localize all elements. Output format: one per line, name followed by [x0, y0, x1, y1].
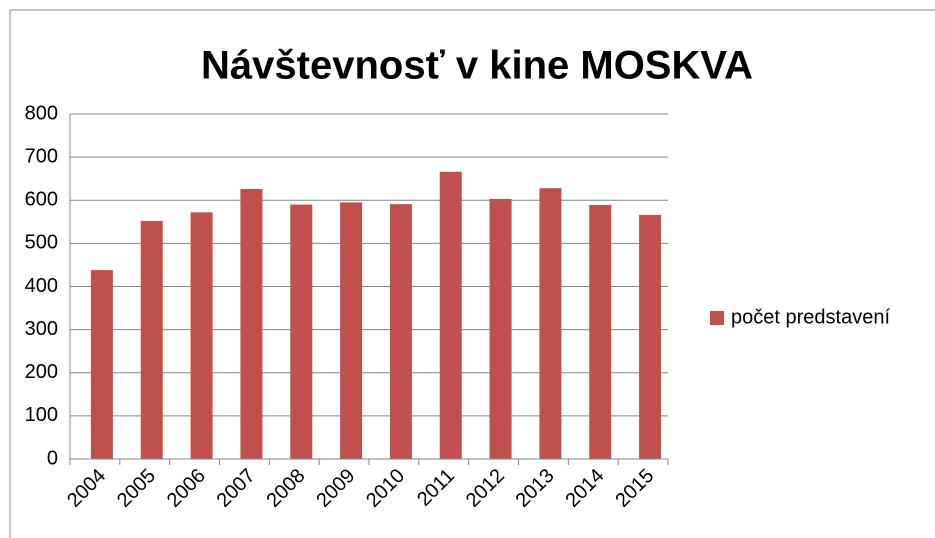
y-tick-label: 700	[25, 145, 58, 167]
bar	[340, 202, 363, 459]
x-tick-label: 2013	[512, 465, 559, 512]
x-tick-label: 2010	[362, 465, 409, 512]
bar	[539, 188, 562, 460]
y-tick-label: 300	[25, 318, 58, 340]
y-tick-label: 500	[25, 232, 58, 254]
bar	[439, 171, 462, 459]
y-tick-label: 800	[25, 102, 58, 124]
x-tick-label: 2014	[561, 465, 608, 512]
y-tick-label: 400	[25, 275, 58, 297]
bar	[140, 220, 163, 459]
x-tick-label: 2011	[413, 465, 459, 511]
legend-label: počet predstavení	[731, 306, 890, 328]
bar	[290, 204, 313, 459]
bar	[389, 204, 412, 459]
bar	[90, 270, 113, 459]
x-tick-label: 2015	[611, 465, 658, 512]
y-tick-label: 100	[25, 404, 58, 426]
x-tick-label: 2006	[163, 465, 210, 512]
y-tick-label: 0	[47, 447, 58, 469]
x-tick-label: 2005	[113, 465, 160, 512]
legend-swatch	[710, 311, 724, 325]
bar	[190, 212, 213, 459]
chart-title: Návštevnosť v kine MOSKVA	[201, 44, 753, 88]
y-tick-label: 200	[25, 361, 58, 383]
bar	[639, 214, 662, 459]
y-tick-label: 600	[25, 189, 58, 211]
x-tick-label: 2007	[213, 465, 260, 512]
bar	[240, 189, 263, 459]
x-tick-label: 2004	[63, 465, 110, 512]
x-tick-label: 2008	[262, 465, 309, 512]
bar	[589, 204, 612, 459]
bar	[489, 198, 512, 460]
x-tick-label: 2012	[462, 465, 509, 512]
x-tick-label: 2009	[312, 465, 359, 512]
